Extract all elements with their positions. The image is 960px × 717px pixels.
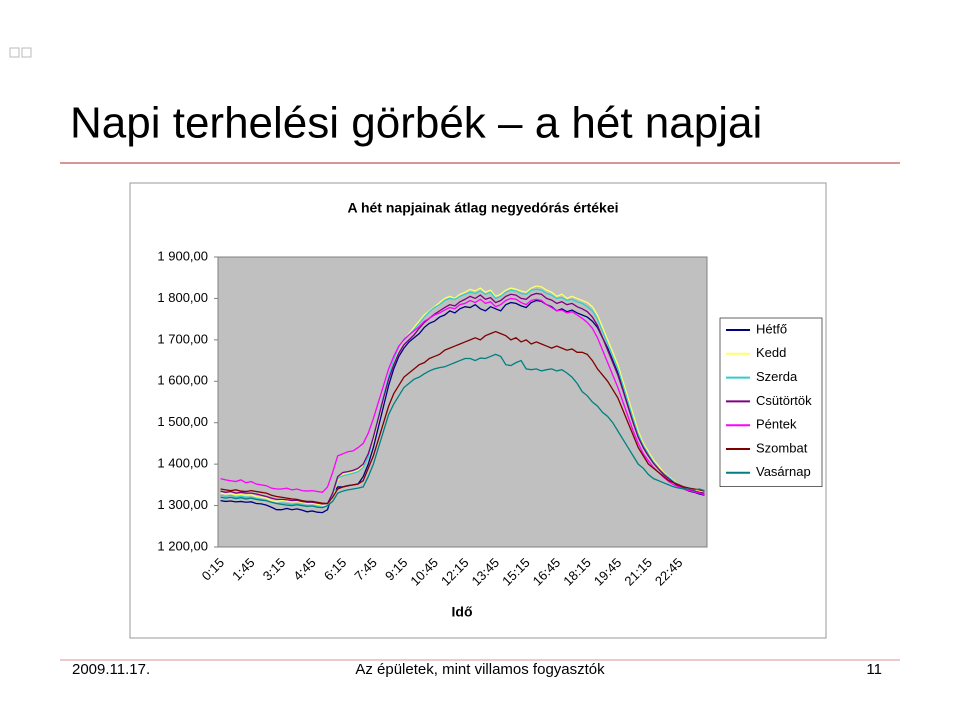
series-line bbox=[220, 330, 705, 505]
series-line bbox=[220, 285, 705, 507]
series-line bbox=[220, 292, 705, 505]
page-number: 11 bbox=[866, 661, 882, 678]
x-axis-title: Idő bbox=[452, 604, 473, 620]
legend-label: Szerda bbox=[756, 369, 798, 384]
legend-label: Csütörtök bbox=[756, 393, 812, 408]
series-line bbox=[220, 353, 705, 509]
y-tick-label: 1 200,00 bbox=[157, 538, 208, 553]
legend-label: Hétfő bbox=[756, 321, 787, 336]
legend-label: Kedd bbox=[756, 345, 786, 360]
y-tick-label: 1 800,00 bbox=[157, 290, 208, 305]
y-tick-label: 1 400,00 bbox=[157, 456, 208, 471]
decor-square bbox=[21, 47, 32, 58]
slide-title: Napi terhelési görbék – a hét napjai bbox=[70, 99, 762, 148]
plot-area bbox=[217, 256, 708, 548]
y-tick-label: 1 900,00 bbox=[157, 248, 208, 263]
legend-label: Vasárnap bbox=[756, 464, 811, 479]
chart-title: A hét napjainak átlag negyedórás értékei bbox=[347, 200, 618, 216]
y-tick-label: 1 300,00 bbox=[157, 497, 208, 512]
y-tick-label: 1 700,00 bbox=[157, 331, 208, 346]
y-tick-label: 1 600,00 bbox=[157, 373, 208, 388]
series-line bbox=[220, 288, 705, 508]
series-line bbox=[220, 297, 705, 496]
legend-label: Szombat bbox=[756, 440, 808, 455]
footer-text: Az épületek, mint villamos fogyasztók bbox=[355, 661, 605, 678]
decor-square bbox=[9, 47, 20, 58]
legend-label: Péntek bbox=[756, 417, 797, 432]
footer-date: 2009.11.17. bbox=[72, 661, 150, 678]
y-tick-label: 1 500,00 bbox=[157, 414, 208, 429]
